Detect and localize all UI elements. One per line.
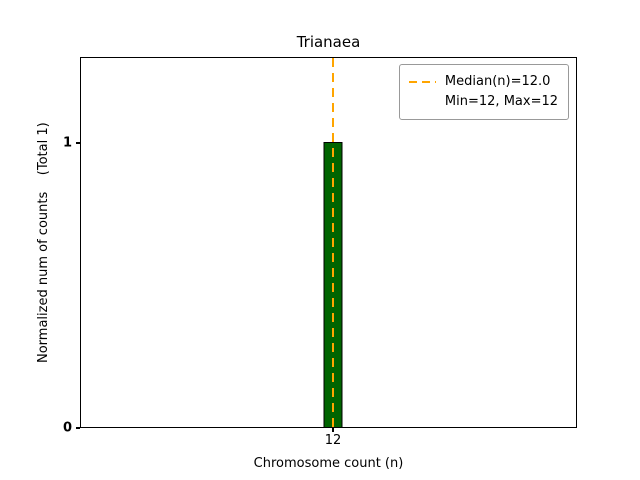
- x-tick-label: 12: [324, 433, 342, 448]
- median-line-sample-icon: [408, 81, 436, 84]
- median-line: [331, 58, 334, 427]
- legend: Median(n)=12.0 Min=12, Max=12: [398, 64, 569, 121]
- plot-area: Median(n)=12.0 Min=12, Max=12: [80, 57, 577, 428]
- legend-label-minmax: Min=12, Max=12: [444, 94, 558, 110]
- legend-sample-empty: [409, 101, 436, 103]
- y-tick-mark: [76, 427, 80, 429]
- legend-label-median: Median(n)=12.0: [444, 74, 551, 89]
- chart-title: Trianaea: [296, 33, 361, 51]
- x-axis-label: Chromosome count (n): [253, 456, 404, 471]
- y-tick-label: 0: [62, 420, 72, 436]
- y-axis-label: Normalized num of counts (Total 1): [36, 122, 51, 363]
- y-tick-label: 1: [62, 135, 72, 151]
- y-tick-mark: [76, 141, 80, 144]
- x-tick-mark: [331, 428, 334, 432]
- legend-entry-median: Median(n)=12.0: [408, 72, 558, 92]
- legend-entry-minmax: Min=12, Max=12: [409, 92, 558, 112]
